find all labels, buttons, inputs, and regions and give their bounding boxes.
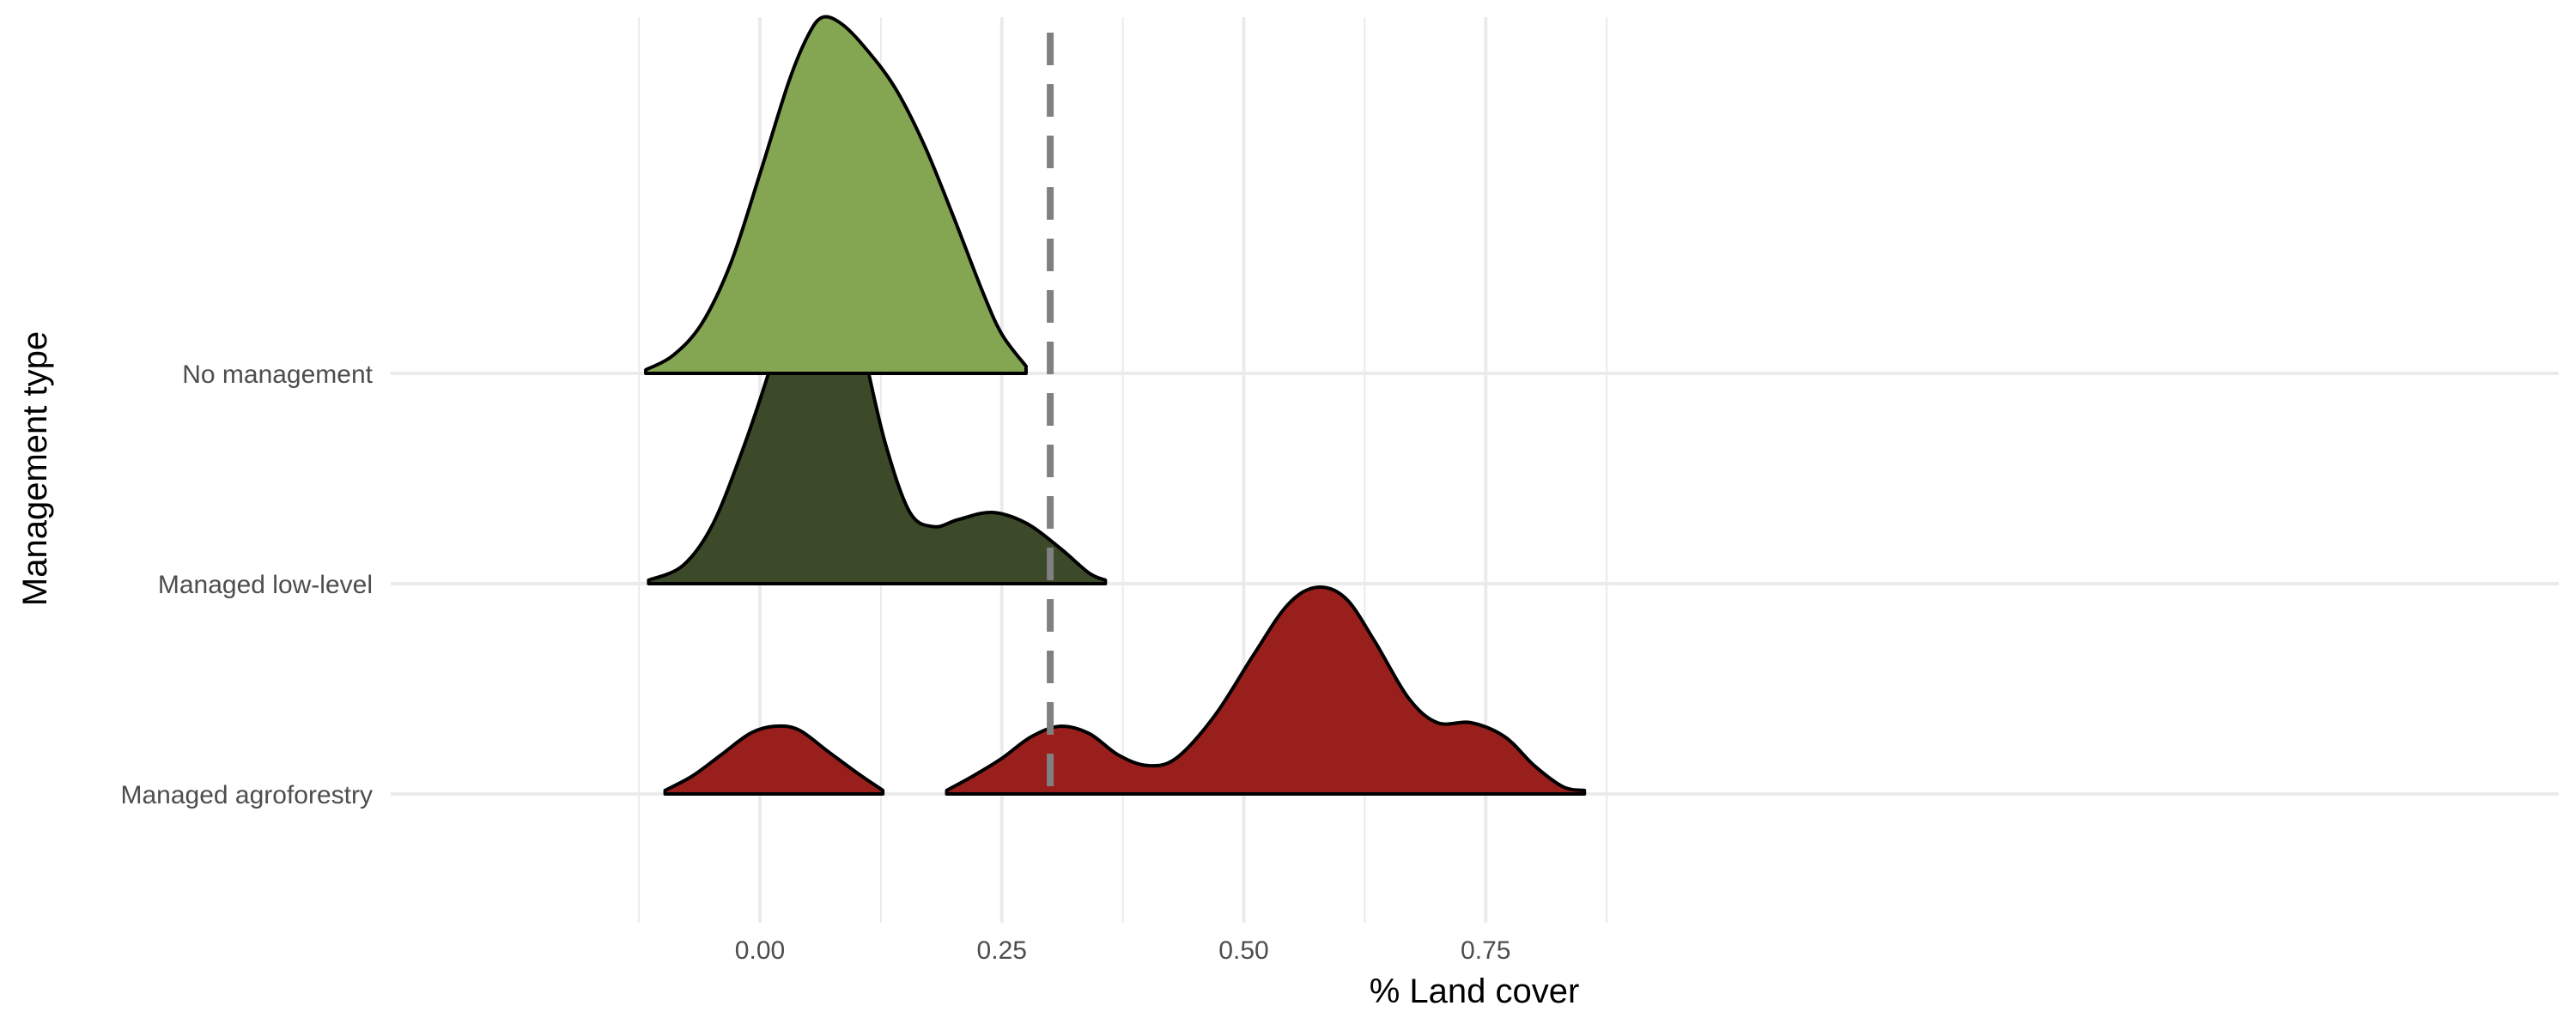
x-axis-ticks: 0.00 0.25 0.50 0.75 [735,936,1511,965]
density-ridge-managed-agroforestry-part-1 [663,724,885,796]
x-axis-title: % Land cover [1370,972,1580,1010]
density-ridge-managed-agroforestry-part-2 [945,585,1587,796]
density-ridges [644,15,1587,796]
x-tick-label: 0.75 [1461,936,1510,965]
x-tick-label: 0.50 [1218,936,1268,965]
density-ridge-no-management [644,15,1028,375]
x-tick-label: 0.25 [977,936,1027,965]
y-axis-title: Management type [16,331,54,606]
x-tick-label: 0.00 [735,936,785,965]
y-tick-label: Managed agroforestry [121,781,374,809]
y-axis-ticks: No management Managed low-level Managed ag… [121,360,374,809]
y-tick-label: Managed low-level [158,571,373,599]
y-tick-label: No management [182,360,373,389]
